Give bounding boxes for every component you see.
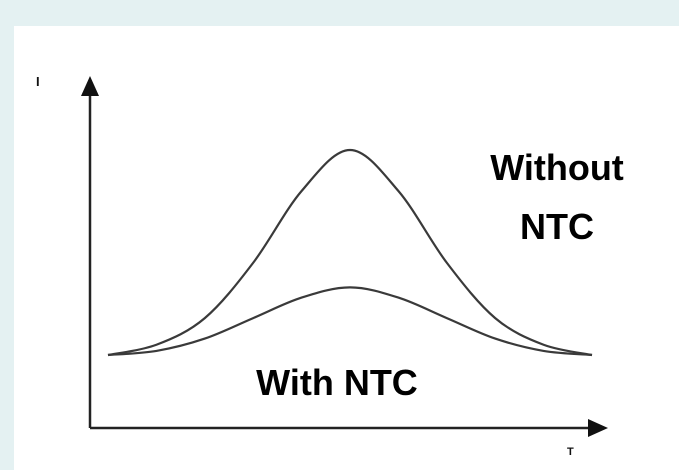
series-line-with-ntc [107,286,593,357]
y-axis-label: I [36,74,40,89]
annotation-ntc: NTC [520,206,594,247]
x-axis-arrow [588,419,608,437]
annotation-with-ntc: With NTC [256,362,418,403]
x-axis-label: T [567,446,574,458]
y-axis-arrow [81,76,99,96]
series-line-without-ntc [107,148,593,357]
chart-panel [14,26,679,470]
annotation-without: Without [490,147,624,188]
